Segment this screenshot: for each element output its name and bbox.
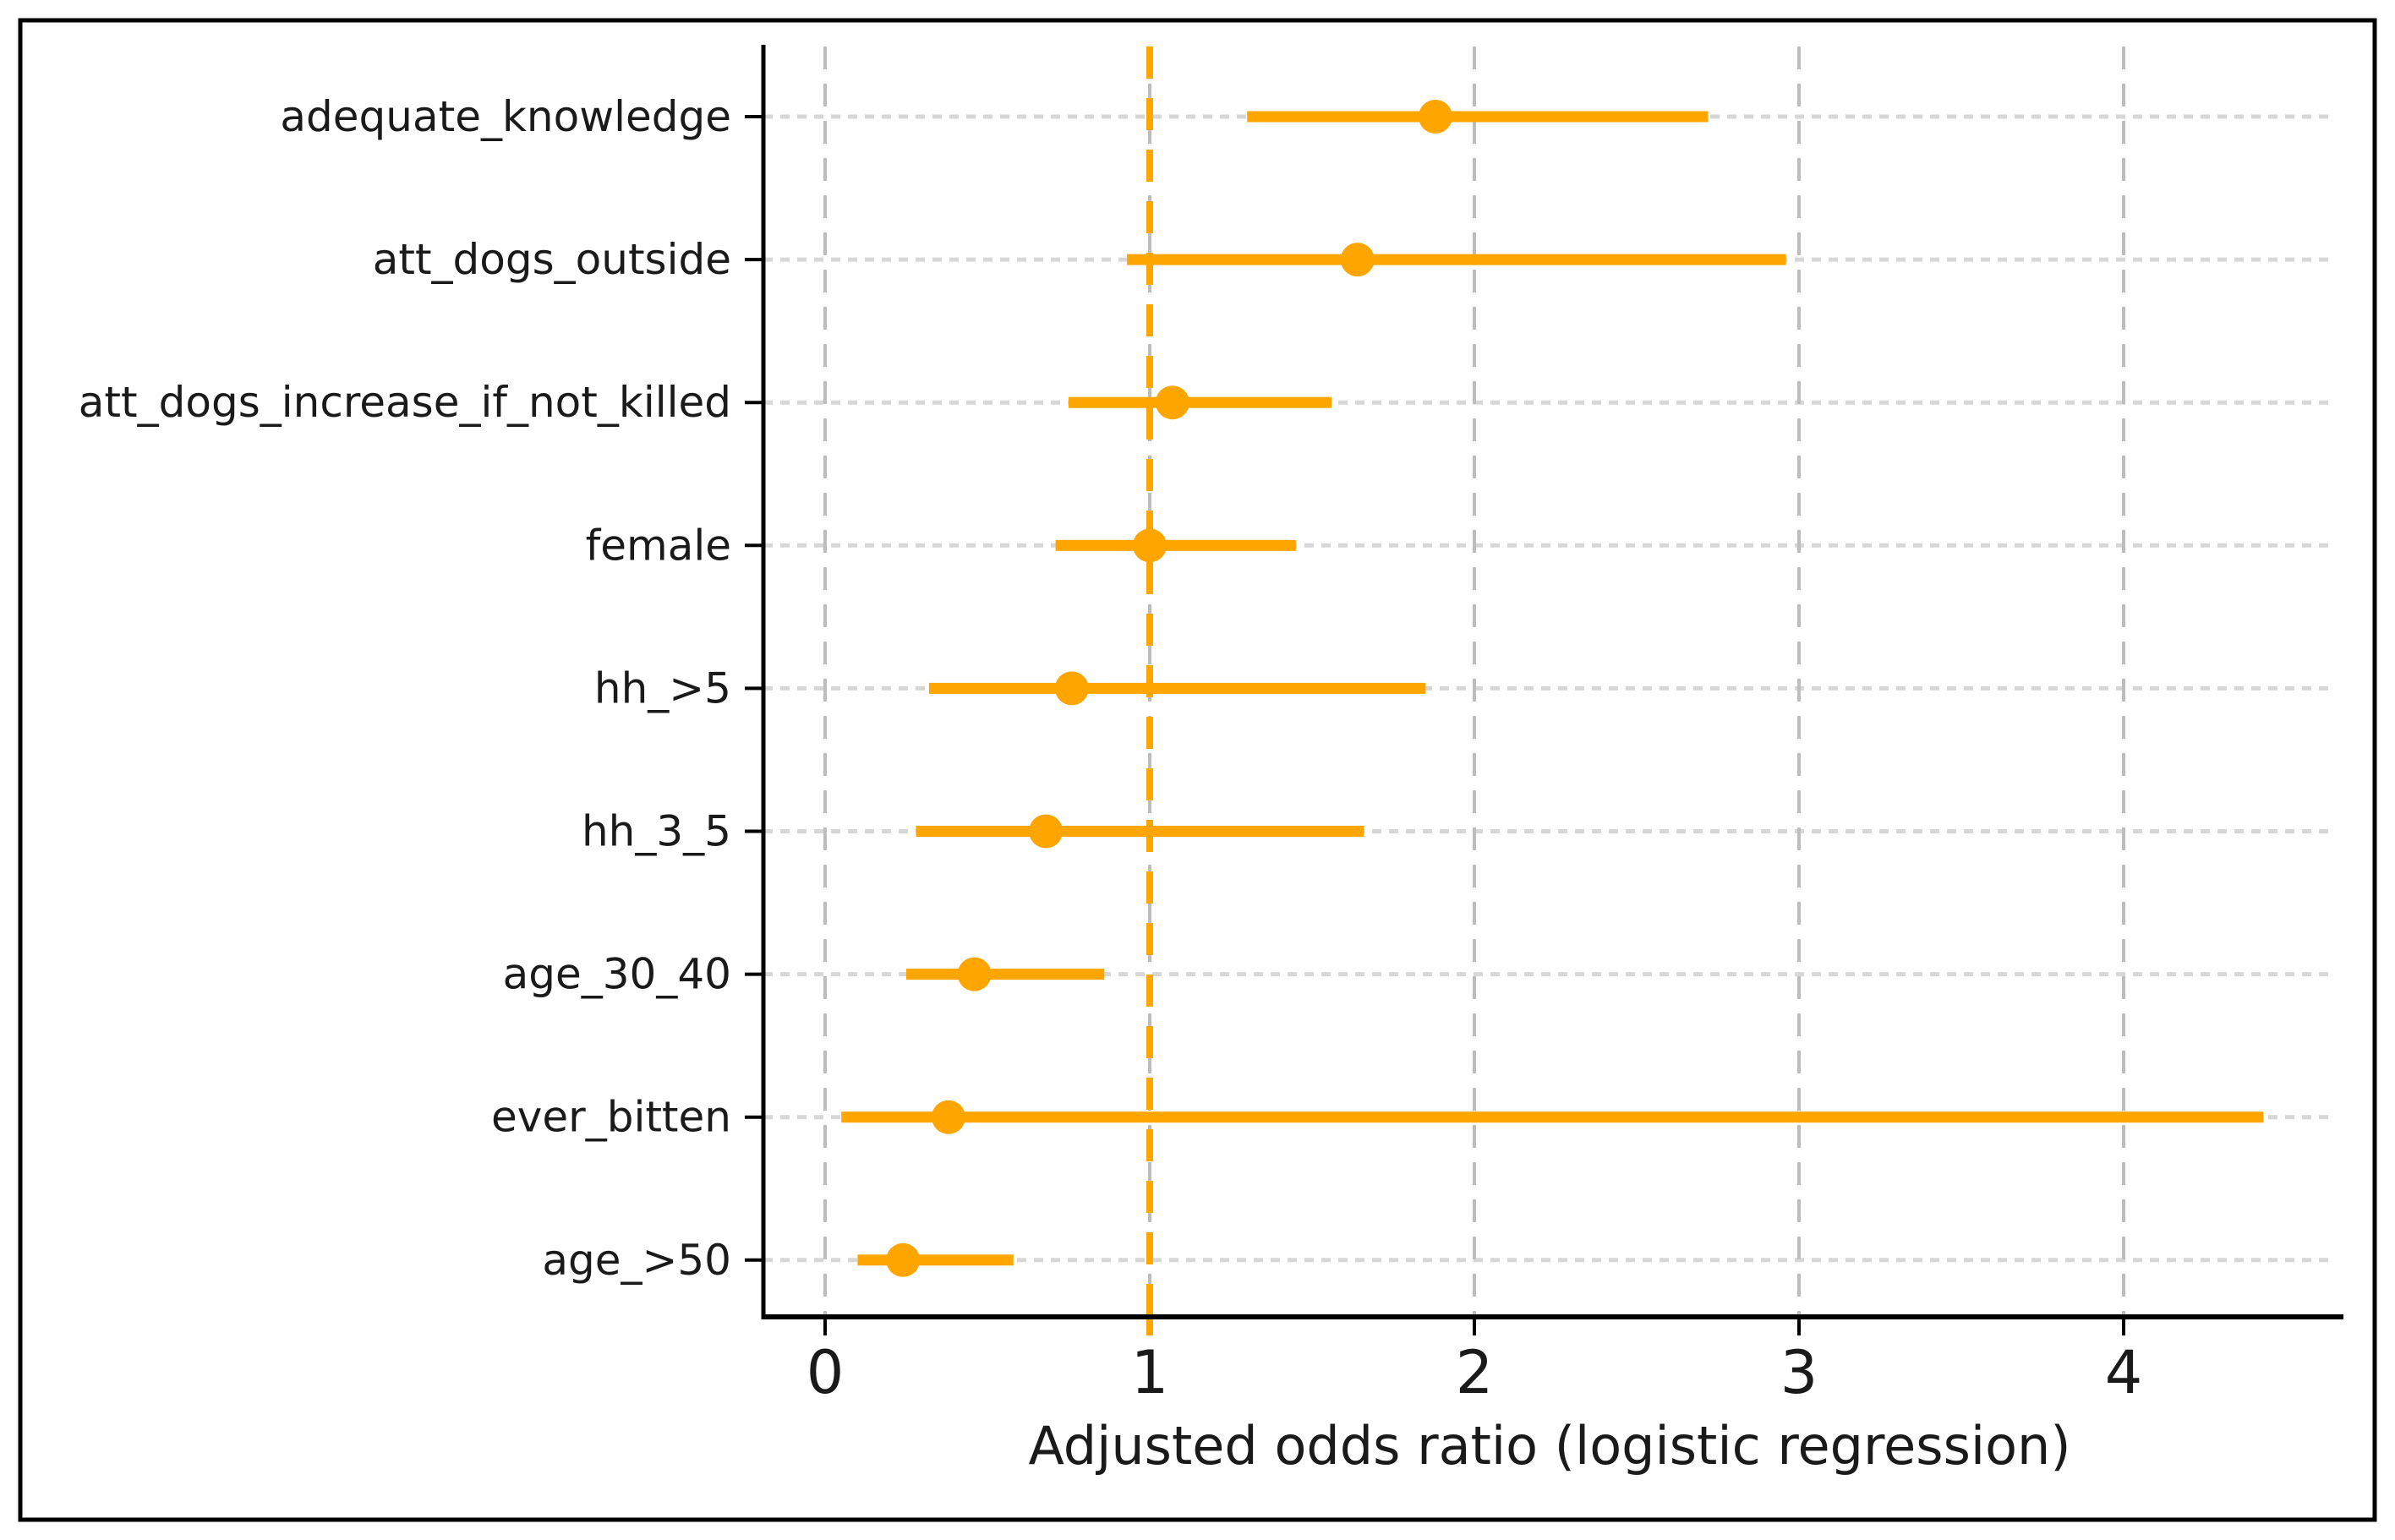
category-label: ever_bitten [491, 1093, 731, 1142]
x-tick-label: 3 [1780, 1338, 1818, 1407]
or-marker [1133, 528, 1167, 563]
ci-bar [1069, 396, 1332, 408]
ci-bar [916, 826, 1364, 837]
or-marker [957, 957, 992, 991]
x-tick-label: 2 [1456, 1338, 1494, 1407]
category-label: age_>50 [542, 1236, 731, 1285]
axis-spines [761, 45, 2343, 1319]
confidence-interval-bars [841, 111, 2264, 1266]
ci-bar [1127, 254, 1786, 265]
odds-ratio-markers [886, 100, 1452, 1277]
category-label: att_dogs_increase_if_not_killed [79, 378, 731, 427]
x-tick-labels: 0 1 2 3 4 [807, 1338, 2143, 1407]
vertical-gridlines [823, 46, 2125, 1317]
or-marker [931, 1100, 965, 1134]
or-marker [1418, 100, 1452, 134]
ci-bar [857, 1254, 1014, 1266]
category-label: female [586, 521, 731, 570]
category-label: adequate_knowledge [280, 92, 731, 141]
or-marker [1340, 243, 1375, 277]
ci-bar [1247, 111, 1709, 123]
ci-bar [906, 969, 1105, 980]
x-axis-label: Adjusted odds ratio (logistic regression… [1028, 1415, 2070, 1477]
category-label: age_30_40 [503, 950, 731, 999]
figure-border [18, 18, 2377, 1522]
or-marker [1054, 671, 1089, 706]
or-marker [1029, 814, 1064, 849]
ci-bar [1055, 539, 1296, 551]
category-label: hh_3_5 [582, 807, 731, 856]
category-label: hh_>5 [594, 664, 731, 713]
category-labels: adequate_knowledge att_dogs_outside att_do… [79, 92, 731, 1285]
ci-bar [928, 682, 1426, 694]
or-marker [886, 1242, 921, 1277]
ci-bar [841, 1111, 2264, 1123]
x-tick-label: 4 [2105, 1338, 2143, 1407]
x-tick-label: 1 [1131, 1338, 1169, 1407]
category-label: att_dogs_outside [373, 235, 731, 284]
x-tick-label: 0 [807, 1338, 845, 1407]
axis-ticks [745, 115, 2125, 1335]
or-marker [1155, 385, 1189, 420]
